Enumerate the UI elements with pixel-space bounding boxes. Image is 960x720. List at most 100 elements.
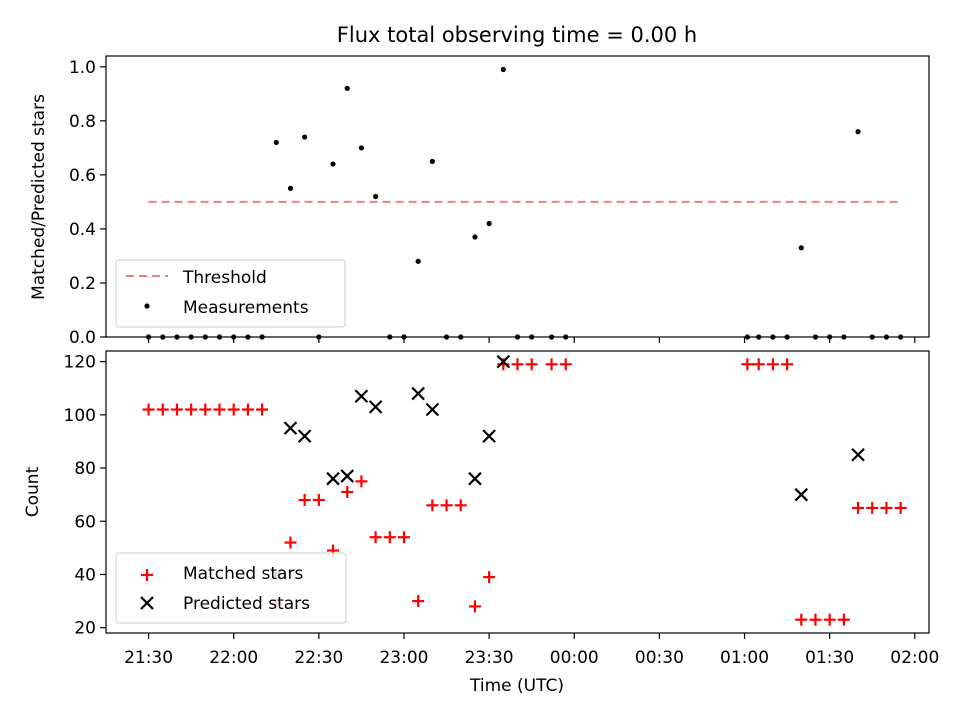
predicted-star-marker bbox=[794, 487, 809, 502]
measurement-point bbox=[756, 334, 762, 340]
measurement-point bbox=[458, 334, 464, 340]
matched-star-marker bbox=[781, 358, 794, 371]
legend-matched-swatch bbox=[141, 569, 153, 581]
measurement-point bbox=[358, 145, 365, 151]
top-y-tick-label: 1.0 bbox=[69, 58, 96, 78]
measurement-point bbox=[514, 334, 521, 340]
measurement-point bbox=[744, 334, 750, 340]
matched-star-marker bbox=[795, 613, 808, 626]
matched-star-marker bbox=[383, 531, 396, 544]
top-y-tick-label: 0.0 bbox=[69, 328, 96, 348]
matched-star-marker bbox=[397, 531, 410, 544]
legend-threshold-label: Threshold bbox=[182, 268, 267, 288]
bottom-x-tick-label: 22:00 bbox=[209, 648, 258, 668]
matched-star-marker bbox=[142, 403, 155, 416]
matched-star-marker bbox=[823, 613, 836, 626]
measurement-points bbox=[145, 66, 904, 340]
measurement-point bbox=[898, 334, 904, 340]
matched-star-marker bbox=[809, 613, 822, 626]
predicted-star-marker bbox=[283, 421, 298, 435]
measurement-point bbox=[883, 334, 890, 340]
matched-star-marker bbox=[341, 486, 354, 498]
measurement-point bbox=[302, 134, 308, 140]
measurement-point bbox=[245, 334, 251, 340]
measurement-point bbox=[145, 334, 152, 340]
chart-title: Flux total observing time = 0.00 h bbox=[337, 23, 697, 47]
matched-star-marker bbox=[454, 499, 467, 512]
measurement-point bbox=[563, 334, 569, 340]
matched-star-marker bbox=[284, 536, 297, 549]
predicted-star-marker bbox=[468, 471, 482, 486]
bottom-y-tick-label: 80 bbox=[74, 459, 96, 479]
measurement-point bbox=[429, 158, 435, 164]
top-x-ticks bbox=[147, 337, 916, 343]
matched-star-marker bbox=[213, 403, 226, 416]
legend-measurements-swatch bbox=[144, 303, 150, 309]
matched-star-marker bbox=[256, 403, 269, 416]
predicted-star-marker bbox=[354, 389, 369, 404]
matched-star-marker bbox=[545, 358, 558, 371]
matched-star-marker bbox=[525, 358, 538, 371]
measurement-point bbox=[202, 334, 208, 340]
measurement-point bbox=[472, 234, 478, 240]
measurement-point bbox=[231, 334, 237, 340]
matched-star-marker bbox=[227, 403, 240, 416]
measurement-point bbox=[273, 139, 279, 146]
bottom-x-tick-label: 00:30 bbox=[635, 648, 684, 668]
measurement-point bbox=[344, 85, 350, 92]
measurement-point bbox=[174, 334, 180, 340]
predicted-star-marker bbox=[326, 471, 340, 486]
predicted-star-marker bbox=[482, 429, 496, 443]
matched-star-marker bbox=[880, 501, 893, 514]
matched-star-marker bbox=[766, 358, 779, 371]
measurement-point bbox=[529, 334, 535, 340]
measurement-point bbox=[770, 334, 776, 340]
matched-star-marker bbox=[741, 358, 754, 371]
top-y-axis-label: Matched/Predicted stars bbox=[29, 94, 49, 300]
bottom-x-tick-label: 23:30 bbox=[465, 648, 514, 668]
matched-star-marker bbox=[837, 613, 850, 626]
matched-star-marker bbox=[355, 475, 368, 488]
measurement-point bbox=[330, 161, 336, 167]
bottom-x-tick-label: 23:00 bbox=[379, 648, 428, 668]
bottom-x-tick-label: 22:30 bbox=[294, 648, 343, 668]
bottom-y-ticks: 20 40 60 80 100 120 bbox=[64, 353, 106, 639]
bottom-legend-box bbox=[115, 552, 347, 624]
measurement-point bbox=[855, 129, 861, 135]
matched-star-marker bbox=[170, 403, 183, 416]
measurement-point bbox=[387, 334, 393, 340]
legend-predicted-swatch bbox=[140, 596, 154, 610]
matched-star-marker bbox=[369, 531, 382, 544]
measurement-point bbox=[259, 334, 265, 340]
matched-star-marker bbox=[412, 595, 425, 608]
bottom-y-tick-label: 40 bbox=[74, 565, 96, 585]
bottom-y-tick-label: 60 bbox=[74, 512, 96, 532]
x-axis-label: Time (UTC) bbox=[469, 676, 564, 696]
measurement-point bbox=[287, 185, 294, 191]
predicted-star-marker bbox=[340, 469, 355, 483]
predicted-star-marker bbox=[425, 402, 440, 417]
matched-star-marker bbox=[559, 358, 572, 371]
measurement-point bbox=[160, 334, 166, 340]
top-y-tick-label: 0.2 bbox=[69, 274, 96, 294]
predicted-star-marker bbox=[851, 447, 865, 462]
bottom-y-tick-label: 120 bbox=[64, 353, 96, 373]
measurement-point bbox=[841, 334, 847, 340]
matched-star-marker bbox=[312, 493, 325, 506]
measurement-point bbox=[188, 334, 194, 340]
bottom-x-tick-label: 01:30 bbox=[805, 648, 854, 668]
measurement-point bbox=[869, 334, 875, 340]
predicted-stars-points bbox=[269, 354, 865, 582]
measurement-point bbox=[812, 334, 819, 340]
bottom-x-tick-label: 02:00 bbox=[890, 648, 939, 668]
bottom-x-tick-label: 01:00 bbox=[720, 648, 769, 668]
top-y-ticks: 0.0 0.2 0.4 0.6 0.8 1.0 bbox=[69, 58, 106, 348]
matched-star-marker bbox=[156, 403, 169, 416]
matched-star-marker bbox=[866, 501, 879, 514]
matched-stars-points bbox=[142, 358, 907, 626]
legend-predicted-label: Predicted stars bbox=[183, 594, 310, 614]
measurement-point bbox=[401, 334, 407, 340]
matched-star-marker bbox=[511, 358, 524, 371]
matched-star-marker bbox=[199, 403, 212, 416]
